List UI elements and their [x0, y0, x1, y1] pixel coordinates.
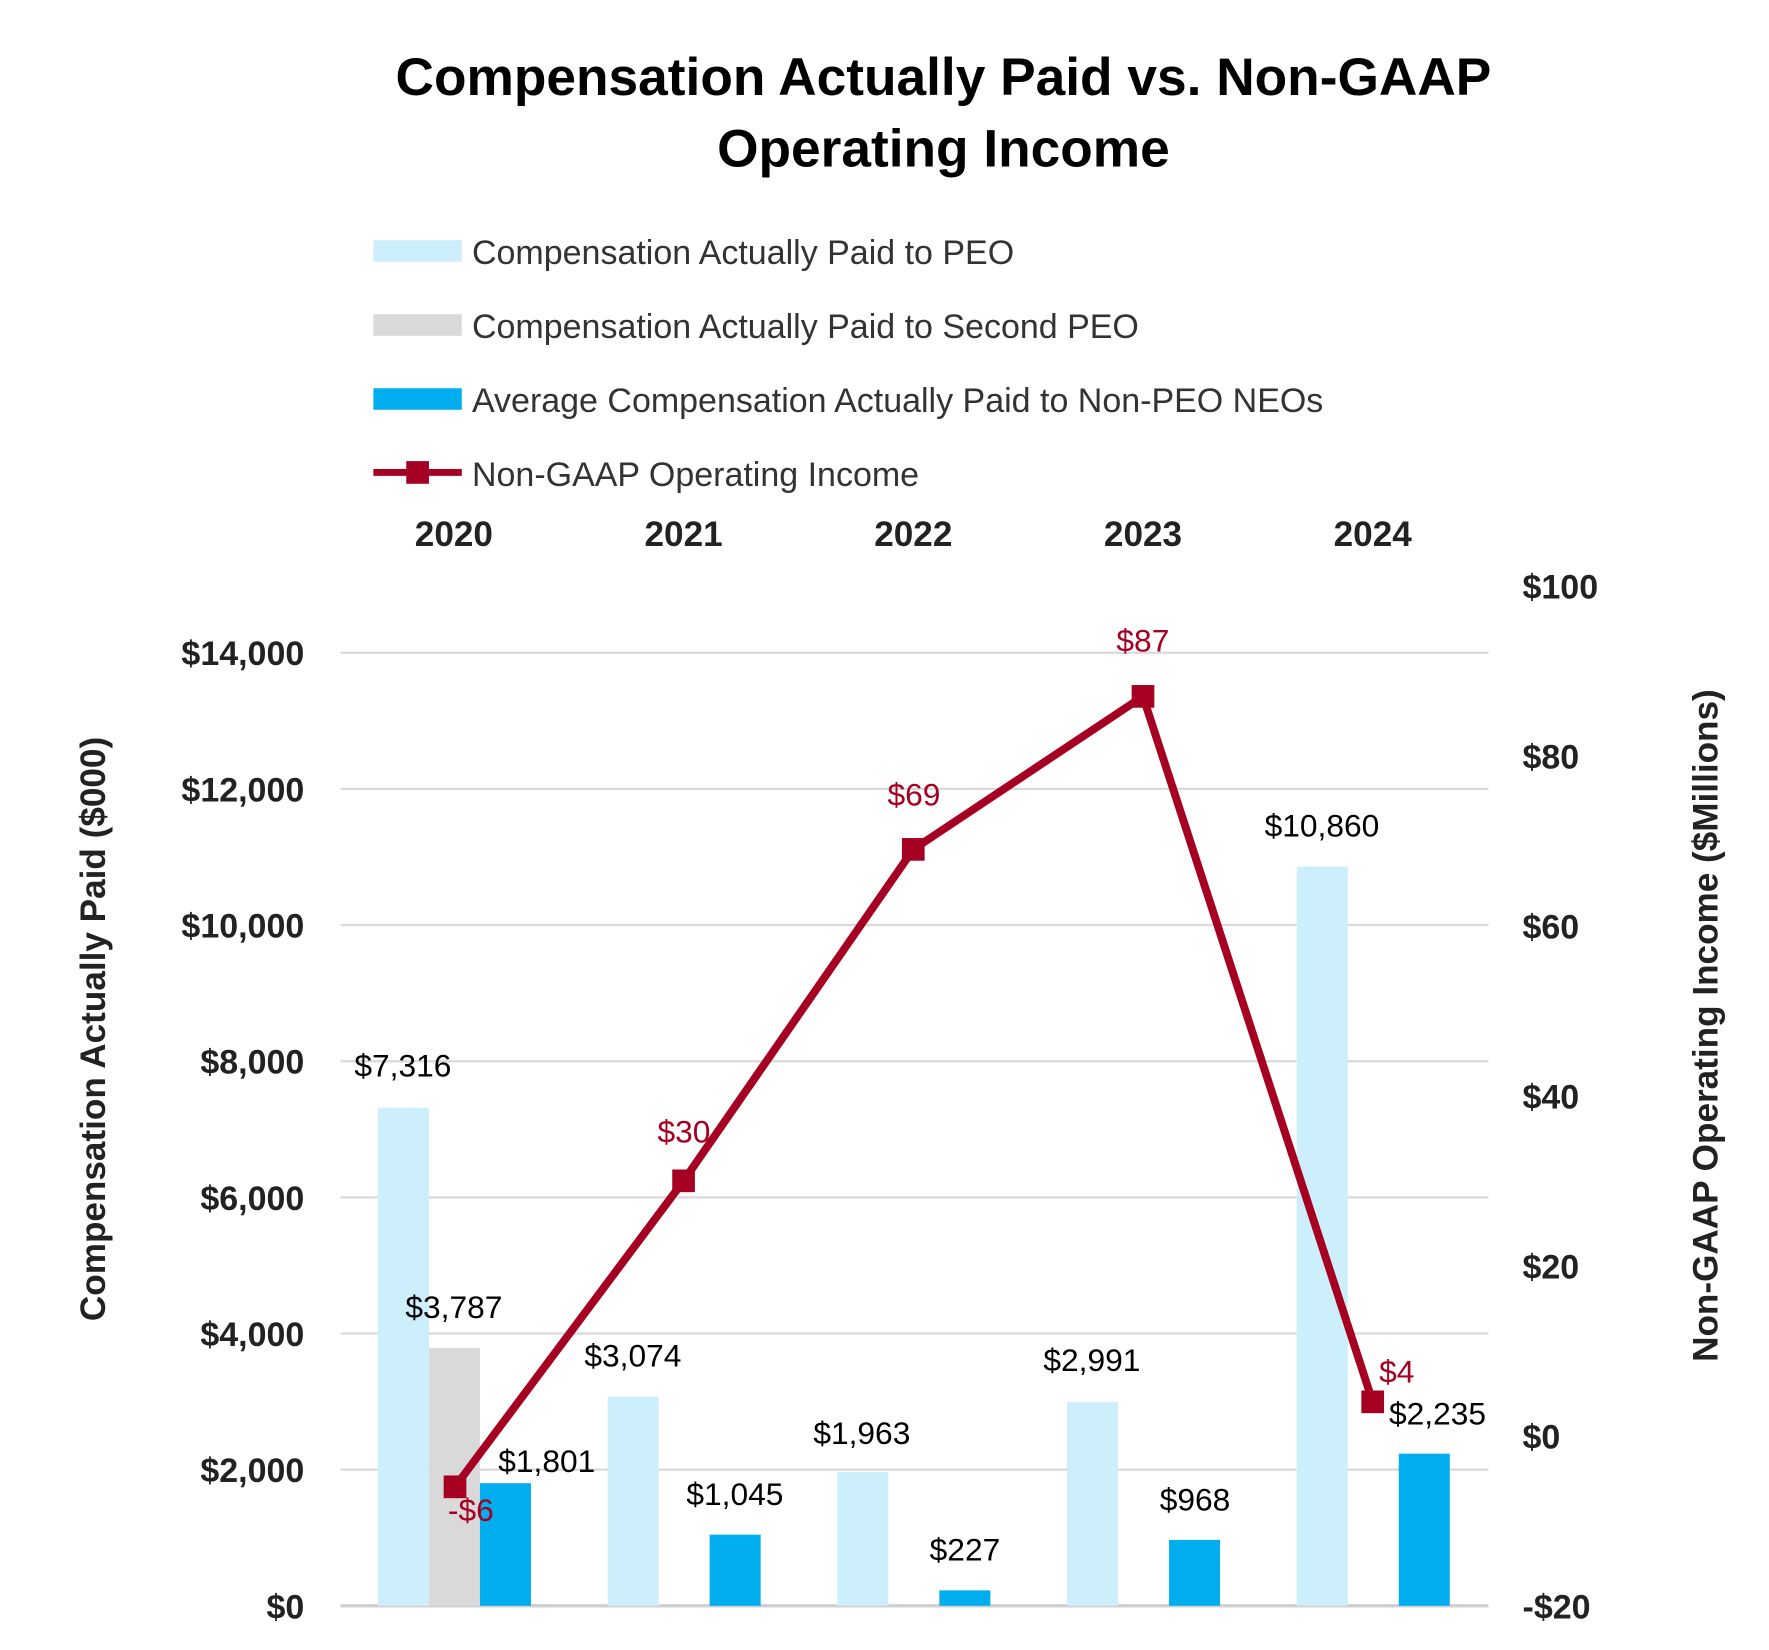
right-tick-label: $100	[1523, 568, 1599, 606]
year-label-2020: 2020	[415, 515, 493, 554]
year-label-2024: 2024	[1334, 515, 1413, 554]
right-tick-label: $0	[1523, 1418, 1561, 1456]
bar-data-label: $1,045	[686, 1476, 783, 1512]
left-axis-ticks: $0 $2,000 $4,000 $6,000 $8,000 $10,000 $12,000…	[181, 635, 304, 1626]
operating-income-line	[443, 685, 1385, 1499]
right-tick-label: $60	[1523, 908, 1580, 946]
bar-data-label: $3,074	[584, 1338, 681, 1374]
gridlines	[340, 651, 1489, 1608]
legend-label-1: Compensation Actually Paid to Second PEO	[472, 308, 1139, 346]
legend-swatch-1	[373, 314, 462, 336]
income-data-label: $87	[1116, 623, 1169, 659]
bars	[377, 866, 1450, 1606]
bar-2-2020	[479, 1483, 531, 1606]
left-tick-label: $0	[266, 1588, 304, 1626]
legend-label-0: Compensation Actually Paid to PEO	[472, 234, 1014, 272]
income-data-label: $4	[1379, 1354, 1414, 1390]
bar-data-label: $1,963	[813, 1415, 910, 1451]
year-labels: 2020 2021 2022 2023 2024	[415, 515, 1412, 554]
right-tick-label: $80	[1523, 738, 1580, 776]
income-marker-2024	[1361, 1390, 1385, 1414]
left-tick-label: $12,000	[181, 771, 304, 809]
income-data-label: $69	[888, 777, 941, 813]
data-labels: $7,316 $3,074 $1,963 $2,991 $10,860 $3,787 $1,…	[354, 623, 1486, 1568]
left-tick-label: $10,000	[181, 908, 304, 946]
right-tick-label: -$20	[1523, 1588, 1591, 1626]
bar-0-2020	[377, 1107, 429, 1606]
chart-title-line-1: Compensation Actually Paid vs. Non-GAAP	[396, 48, 1492, 107]
bar-2-2023	[1169, 1539, 1221, 1606]
year-label-2022: 2022	[874, 515, 952, 554]
left-tick-label: $2,000	[200, 1452, 304, 1490]
legend-swatch-2	[373, 388, 462, 410]
left-tick-label: $8,000	[200, 1044, 304, 1082]
bar-2-2024	[1398, 1453, 1450, 1606]
bar-data-label: $7,316	[354, 1048, 451, 1084]
legend-marker	[406, 461, 429, 484]
bar-2-2022	[939, 1590, 991, 1606]
income-marker-2023	[1131, 685, 1155, 708]
right-axis-ticks: -$20 $0 $20 $40 $60 $80 $100	[1523, 568, 1599, 1626]
bar-2-2021	[709, 1534, 761, 1606]
bar-data-label: $1,801	[498, 1443, 595, 1479]
income-marker-2020	[443, 1475, 467, 1499]
bar-data-label: $2,991	[1043, 1342, 1140, 1378]
legend-swatch-0	[373, 240, 462, 262]
left-tick-label: $6,000	[200, 1180, 304, 1218]
left-tick-label: $4,000	[200, 1316, 304, 1354]
chart-title-line-2: Operating Income	[717, 120, 1170, 179]
year-label-2023: 2023	[1104, 515, 1182, 554]
left-tick-label: $14,000	[181, 635, 304, 673]
income-marker-2021	[672, 1169, 695, 1193]
year-label-2021: 2021	[645, 515, 723, 554]
right-tick-label: $40	[1523, 1078, 1580, 1116]
income-marker-2022	[901, 838, 925, 861]
bar-data-label: $227	[930, 1531, 1001, 1567]
left-axis-label: Compensation Actually Paid ($000)	[74, 737, 113, 1321]
bar-data-label: $10,860	[1265, 807, 1380, 843]
bar-data-label: $2,235	[1389, 1395, 1486, 1431]
bar-0-2023	[1067, 1402, 1119, 1606]
income-data-label: -$6	[448, 1492, 494, 1528]
right-axis-label: Non-GAAP Operating Income ($Millions)	[1686, 689, 1725, 1362]
legend-label-3: Non-GAAP Operating Income	[472, 456, 919, 494]
legend: Compensation Actually Paid to PEO Compens…	[373, 234, 1323, 494]
legend-label-2: Average Compensation Actually Paid to No…	[472, 382, 1323, 420]
right-tick-label: $20	[1523, 1248, 1580, 1286]
bar-data-label: $3,787	[405, 1289, 502, 1325]
income-data-label: $30	[657, 1113, 710, 1149]
bar-data-label: $968	[1160, 1482, 1231, 1518]
bar-0-2021	[607, 1396, 659, 1606]
bar-0-2022	[837, 1472, 889, 1606]
